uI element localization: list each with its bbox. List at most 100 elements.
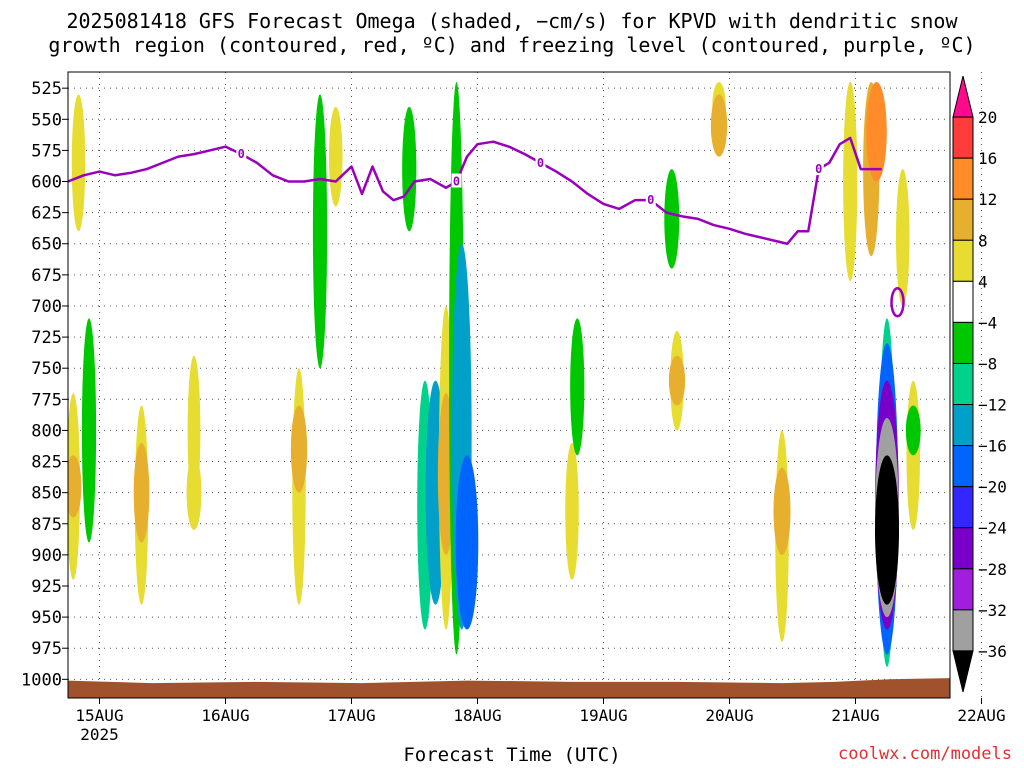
colorbar-segment [952,280,974,323]
omega-region [312,94,328,369]
y-tick-label: 1000 [21,670,62,690]
colorbar-tick-label: −20 [978,478,1007,497]
omega-region [773,467,791,555]
x-tick-label: 15AUG [75,706,123,725]
y-tick-label: 675 [31,266,62,286]
colorbar-tick-label: 12 [978,190,997,209]
colorbar-tick-label: 4 [978,272,988,291]
omega-region [565,442,579,580]
colorbar-tick-label: 8 [978,231,988,250]
colorbar-segment [952,568,974,611]
omega-region [664,169,680,269]
colorbar-tick-label: −16 [978,437,1007,456]
colorbar-tick-label: 20 [978,108,997,127]
omega-region [186,455,202,530]
colorbar-segment [952,650,974,693]
chart-title-line-2: growth region (contoured, red, ºC) and f… [48,33,976,57]
freezing-level-contour-label: 0 [647,193,654,207]
y-tick-label: 650 [31,235,62,255]
contour-label-bg [535,154,546,169]
y-tick-label: 825 [31,453,62,473]
colorbar-segment [952,404,974,447]
plot-background [68,72,950,698]
y-tick-label: 850 [31,484,62,504]
colorbar-segment [952,486,974,529]
x-tick-label: 16AUG [201,706,249,725]
x-tick-label: 18AUG [453,706,501,725]
freezing-level-closed-contour [890,286,905,318]
omega-shading [68,81,921,667]
x-tick-label: 17AUG [327,706,375,725]
freezing-level-contour-label: 0 [537,156,544,170]
plot-frame [67,71,951,699]
colorbar-tick-label: −4 [978,313,997,332]
y-tick-label: 875 [31,515,62,535]
freezing-level-line [68,136,882,245]
x-tick-label: 22AUG [957,706,1005,725]
surface-area [68,678,950,698]
y-tick-label: 975 [31,639,62,659]
colorbar-segment [952,445,974,488]
contour-label-bg [236,146,247,161]
x-axis: 15AUG 16AUG 17AUG 18AUG 19AUG 20AUG 21AUG 22AUG… [75,698,1006,744]
omega-region [68,455,82,518]
y-tick-label: 575 [31,141,62,161]
omega-region [668,355,686,406]
colorbar-segment [952,239,974,282]
colorbar-tick-label: −8 [978,354,997,373]
omega-region [843,81,858,282]
colorbar-tick-label: −36 [978,642,1007,661]
y-tick-label: 625 [31,204,62,224]
y-tick-label: 775 [31,390,62,410]
chart-title-line-1: 2025081418 GFS Forecast Omega (shaded, −… [66,9,958,33]
colorbar-tick-label: −24 [978,519,1007,538]
omega-region [875,455,899,605]
omega-region [71,94,86,232]
y-tick-label: 525 [31,79,62,99]
colorbar-segment [952,116,974,159]
colorbar-segment [952,157,974,200]
contour-label-bg [645,192,656,207]
x-year-label: 2025 [80,725,119,744]
y-tick-label: 750 [31,359,62,379]
y-tick-label: 725 [31,328,62,348]
y-tick-label: 925 [31,577,62,597]
y-tick-label: 900 [31,546,62,566]
freezing-level-contour-label: 0 [238,147,245,161]
freezing-level-contour-label: 0 [815,162,822,176]
site-credit: coolwx.com/models [838,744,1012,764]
x-axis-title: Forecast Time (UTC) [403,744,621,766]
x-tick-label: 21AUG [831,706,879,725]
colorbar-segment [952,321,974,364]
y-tick-label: 950 [31,608,62,628]
y-axis: 525 550 575 600 625 650 675 700 725 750 775 800 825 8… [21,79,68,690]
colorbar-segment [952,527,974,570]
colorbar-segment [952,198,974,241]
omega-region [133,442,150,543]
omega-region [570,318,585,456]
omega-region [905,405,921,456]
omega-region [896,169,910,306]
freezing-level-contour: 0 0 0 0 0 [68,136,905,318]
omega-region [290,405,308,493]
colorbar-segment [952,362,974,406]
colorbar-tick-label: −28 [978,560,1007,579]
omega-region [866,81,887,182]
omega-region [329,106,343,207]
contour-label-bg [813,161,824,176]
colorbar-tick-label: −32 [978,601,1007,620]
omega-region [455,455,479,630]
contour-label-bg [451,173,462,188]
colorbar-tick-label: 16 [978,149,997,168]
colorbar-segment [952,609,974,652]
omega-region [402,106,417,232]
colorbar: 20 16 12 8 4 −4 −8 −12 −16 −20 −24 −28 −32 −36 [952,75,1007,693]
colorbar-tick-label: −12 [978,396,1007,415]
y-tick-label: 550 [31,110,62,130]
surface-terrain [68,678,950,698]
colorbar-segment [952,75,974,118]
freezing-level-contour-label: 0 [453,175,460,189]
y-tick-label: 600 [31,173,62,193]
omega-region [81,318,97,543]
